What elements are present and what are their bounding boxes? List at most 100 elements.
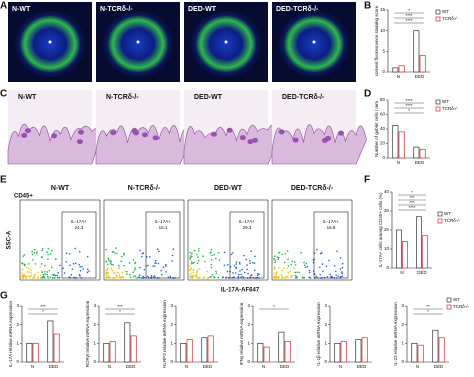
event-dot: [129, 273, 131, 276]
event-dot: [273, 258, 275, 260]
tissue: [183, 124, 279, 165]
y-tick-label: 2: [247, 322, 250, 327]
x-tick-label: N: [397, 74, 400, 79]
event-dot: [204, 260, 206, 263]
event-dot: [215, 272, 218, 274]
population-label: CD45+: [14, 194, 33, 200]
event-dot: [106, 273, 109, 275]
event-dot: [142, 275, 145, 278]
event-dot: [237, 276, 240, 278]
event-dot: [305, 262, 308, 265]
panel-letter: C: [0, 89, 7, 100]
event-dot: [196, 262, 199, 264]
y-tick-label: 1: [247, 341, 250, 346]
event-dot: [243, 254, 245, 257]
event-dot: [72, 262, 75, 265]
bar: [416, 216, 422, 269]
event-dot: [341, 271, 343, 274]
event-dot: [112, 263, 114, 266]
event-dot: [211, 273, 214, 276]
event-dot: [275, 275, 277, 277]
goblet-cell: [131, 128, 138, 134]
flow-plot: [271, 199, 353, 281]
event-dot: [295, 275, 298, 278]
event-dot: [189, 251, 192, 254]
event-dot: [116, 275, 118, 278]
event-dot: [111, 276, 113, 279]
y-tick-label: 10: [380, 28, 386, 33]
event-dot: [198, 268, 201, 270]
event-dot: [134, 267, 137, 269]
event-dot: [293, 261, 296, 263]
event-dot: [294, 271, 297, 274]
event-dot: [309, 277, 312, 279]
event-dot: [257, 272, 259, 275]
event-dot: [197, 256, 199, 258]
event-dot: [273, 275, 275, 277]
event-dot: [21, 262, 24, 265]
event-dot: [79, 266, 81, 268]
event-dot: [23, 273, 25, 276]
event-dot: [157, 248, 159, 250]
event-dot: [238, 273, 240, 276]
y-tick-label: 3: [16, 303, 19, 308]
goblet-cell: [142, 132, 149, 138]
significance-label: ****: [405, 103, 412, 108]
event-dot: [189, 256, 191, 259]
goblet-cell: [321, 137, 328, 143]
tissue: [271, 124, 367, 165]
bar: [32, 342, 39, 363]
event-dot: [308, 269, 311, 272]
event-dot: [124, 270, 126, 273]
bar: [361, 337, 368, 363]
event-dot: [232, 272, 234, 274]
event-dot: [217, 251, 220, 254]
event-dot: [167, 276, 170, 279]
event-dot: [106, 268, 108, 271]
event-dot: [192, 274, 194, 277]
event-dot: [192, 276, 194, 278]
event-dot: [249, 259, 251, 262]
bar: [257, 342, 264, 363]
bar: [355, 339, 362, 363]
event-dot: [41, 276, 44, 278]
event-dot: [42, 273, 45, 276]
goblet-cell: [24, 128, 31, 134]
event-dot: [105, 248, 107, 251]
goblet-cell: [239, 135, 246, 141]
event-dot: [190, 267, 193, 270]
event-dot: [47, 253, 49, 256]
event-dot: [53, 277, 56, 279]
y-tick-label: 0: [170, 359, 173, 364]
event-dot: [249, 262, 251, 265]
event-dot: [341, 275, 344, 277]
event-dot: [210, 248, 213, 251]
event-dot: [169, 275, 172, 278]
event-dot: [228, 277, 231, 279]
photo-label: DED-WT: [188, 6, 217, 13]
significance-label: *: [408, 8, 410, 13]
bar: [207, 335, 214, 363]
event-dot: [171, 254, 174, 257]
event-dot: [152, 265, 154, 267]
event-dot: [25, 277, 27, 279]
event-dot: [303, 261, 305, 264]
flow-y-label: SSC-A: [7, 230, 13, 249]
event-dot: [286, 267, 289, 270]
event-dot: [296, 271, 298, 274]
event-dot: [139, 249, 141, 252]
event-dot: [157, 262, 160, 265]
event-dot: [162, 266, 165, 268]
event-dot: [123, 254, 125, 256]
y-tick-label: 0: [382, 155, 385, 160]
y-tick-label: 40: [384, 189, 390, 194]
event-dot: [138, 276, 141, 279]
bar: [392, 67, 399, 73]
event-dot: [133, 269, 136, 271]
event-dot: [254, 255, 256, 258]
event-dot: [31, 253, 34, 256]
event-dot: [112, 272, 115, 274]
event-dot: [78, 273, 81, 276]
y-tick-label: 2: [401, 322, 404, 327]
event-dot: [253, 269, 256, 272]
